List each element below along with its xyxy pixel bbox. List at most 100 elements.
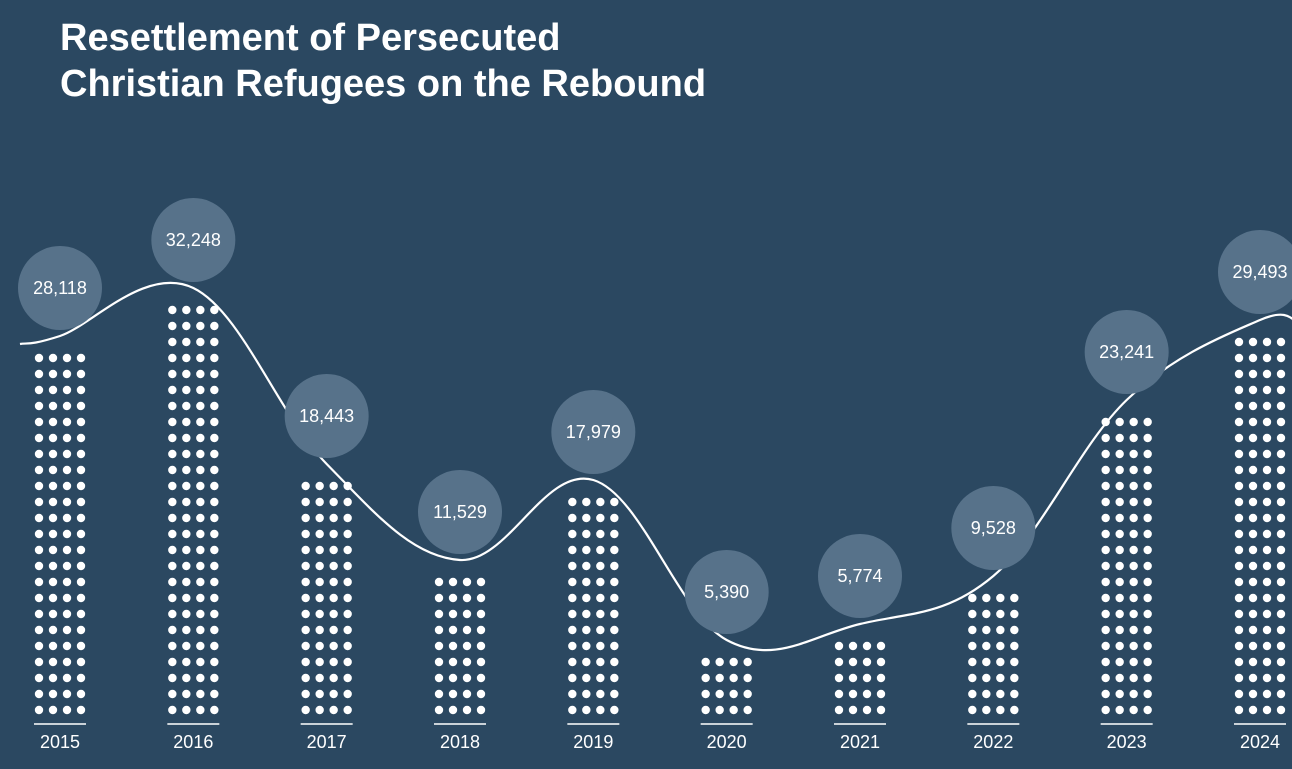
data-dot	[77, 402, 85, 410]
data-dot	[1249, 514, 1257, 522]
data-dot	[1143, 418, 1151, 426]
chart-title-line: Christian Refugees on the Rebound	[60, 63, 706, 105]
data-dot	[610, 690, 618, 698]
data-dot	[315, 642, 323, 650]
data-dot	[863, 658, 871, 666]
data-dot	[168, 386, 176, 394]
data-dot	[196, 466, 204, 474]
data-dot	[996, 674, 1004, 682]
data-dot	[1101, 546, 1109, 554]
value-bubble-label: 5,774	[837, 566, 882, 586]
data-dot	[1249, 690, 1257, 698]
data-dot	[182, 594, 190, 602]
data-dot	[863, 674, 871, 682]
data-dot	[610, 562, 618, 570]
year-label: 2023	[1107, 732, 1147, 752]
data-dot	[1235, 466, 1243, 474]
data-dot	[1263, 578, 1271, 586]
value-bubble-label: 32,248	[166, 230, 221, 250]
data-dot	[77, 546, 85, 554]
data-dot	[77, 498, 85, 506]
data-dot	[49, 546, 57, 554]
data-dot	[343, 594, 351, 602]
data-dot	[582, 626, 590, 634]
data-dot	[168, 418, 176, 426]
data-dot	[35, 514, 43, 522]
data-dot	[1129, 642, 1137, 650]
data-dot	[343, 658, 351, 666]
data-dot	[196, 434, 204, 442]
data-dot	[1143, 482, 1151, 490]
data-dot	[49, 578, 57, 586]
data-dot	[210, 370, 218, 378]
data-dot	[1235, 386, 1243, 394]
data-dot	[329, 546, 337, 554]
data-dot	[1115, 450, 1123, 458]
data-dot	[196, 482, 204, 490]
data-dot	[877, 706, 885, 714]
data-dot	[1277, 386, 1285, 394]
data-dot	[49, 658, 57, 666]
data-dot	[49, 642, 57, 650]
data-dot	[1235, 594, 1243, 602]
data-dot	[1277, 658, 1285, 666]
data-dot	[1115, 690, 1123, 698]
data-dot	[168, 498, 176, 506]
data-dot	[168, 626, 176, 634]
data-dot	[329, 562, 337, 570]
data-dot	[182, 370, 190, 378]
data-dot	[329, 514, 337, 522]
data-dot	[435, 706, 443, 714]
data-dot	[63, 706, 71, 714]
data-dot	[1129, 626, 1137, 634]
data-dot	[1235, 402, 1243, 410]
data-dot	[210, 530, 218, 538]
data-dot	[1101, 482, 1109, 490]
data-dot	[77, 594, 85, 602]
data-dot	[210, 610, 218, 618]
data-dot	[449, 610, 457, 618]
data-dot	[301, 482, 309, 490]
data-dot	[35, 370, 43, 378]
data-dot	[35, 466, 43, 474]
data-dot	[168, 530, 176, 538]
data-dot	[49, 690, 57, 698]
value-bubble-label: 23,241	[1099, 342, 1154, 362]
data-dot	[477, 626, 485, 634]
data-dot	[1249, 338, 1257, 346]
chart-svg: Resettlement of PersecutedChristian Refu…	[0, 0, 1292, 769]
data-dot	[1101, 610, 1109, 618]
data-dot	[77, 530, 85, 538]
data-dot	[1235, 418, 1243, 426]
data-dot	[568, 578, 576, 586]
data-dot	[196, 626, 204, 634]
data-dot	[63, 594, 71, 602]
data-dot	[477, 578, 485, 586]
data-dot	[1263, 610, 1271, 618]
data-dot	[63, 434, 71, 442]
data-dot	[315, 610, 323, 618]
data-dot	[1235, 434, 1243, 442]
data-dot	[196, 642, 204, 650]
data-dot	[77, 578, 85, 586]
data-dot	[210, 338, 218, 346]
data-dot	[610, 514, 618, 522]
data-dot	[596, 642, 604, 650]
year-label: 2021	[840, 732, 880, 752]
data-dot	[715, 690, 723, 698]
data-dot	[1235, 610, 1243, 618]
data-dot	[35, 610, 43, 618]
data-dot	[182, 546, 190, 554]
value-bubble-label: 17,979	[566, 422, 621, 442]
year-label: 2015	[40, 732, 80, 752]
data-dot	[63, 562, 71, 570]
data-dot	[1143, 466, 1151, 474]
data-dot	[301, 674, 309, 682]
data-dot	[1249, 642, 1257, 650]
data-dot	[596, 706, 604, 714]
data-dot	[582, 690, 590, 698]
data-dot	[63, 450, 71, 458]
data-dot	[1115, 530, 1123, 538]
data-dot	[315, 658, 323, 666]
data-dot	[168, 354, 176, 362]
